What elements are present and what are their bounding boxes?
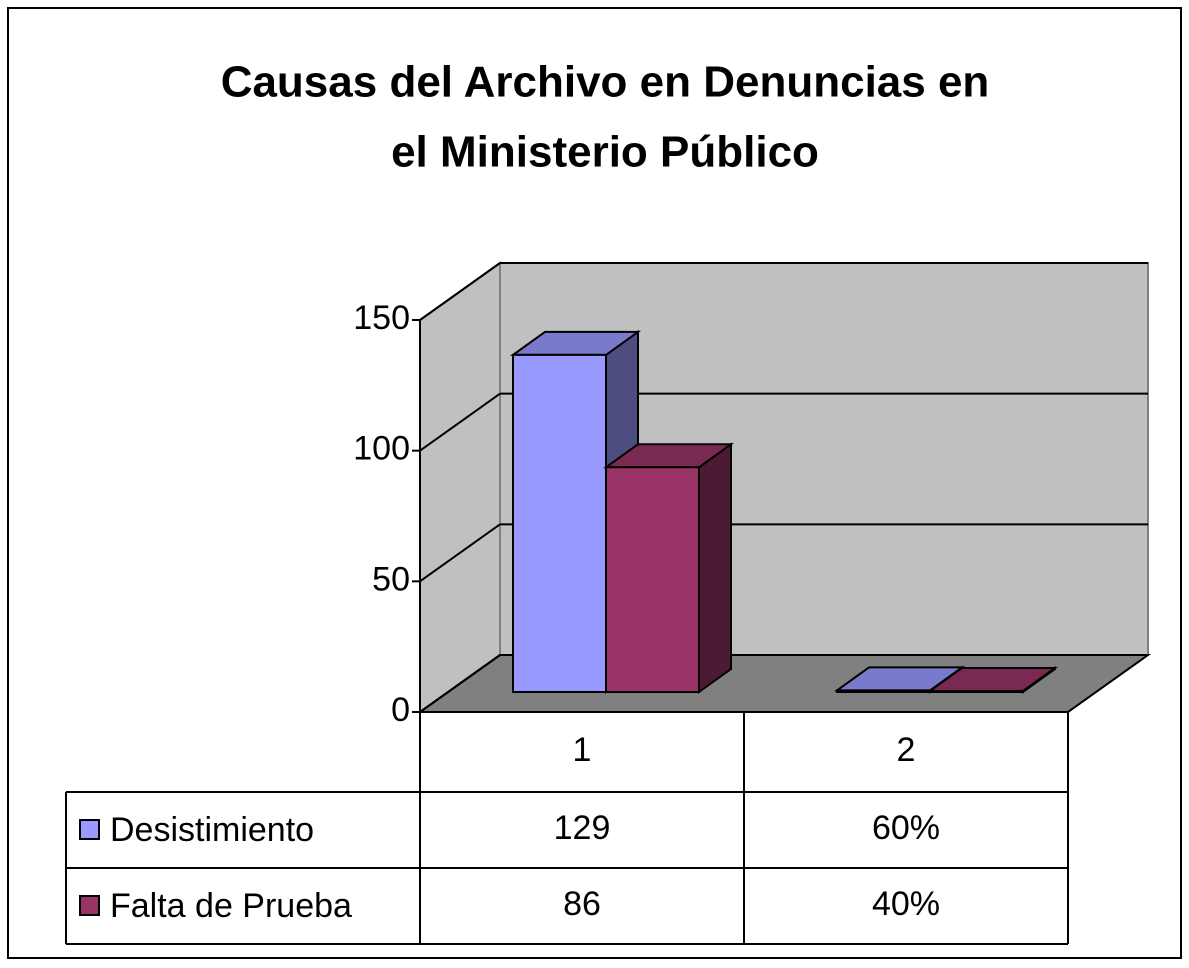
chart-title: el Ministerio Público <box>391 128 819 177</box>
legend-key <box>79 895 100 916</box>
y-tick-label: 50 <box>372 560 410 598</box>
x-tick-label: 2 <box>897 731 916 769</box>
y-tick-label: 0 <box>391 691 410 729</box>
bar-front <box>605 466 700 693</box>
table-value: 129 <box>554 809 611 847</box>
bar-front <box>836 689 931 694</box>
bar <box>926 666 1059 694</box>
grid-line <box>419 523 501 583</box>
table-value: 60% <box>872 809 940 847</box>
table-value: 86 <box>563 885 601 923</box>
bar-front <box>929 689 1024 693</box>
legend-key <box>79 819 100 840</box>
y-tick-label: 100 <box>353 430 410 468</box>
x-tick-label: 1 <box>573 731 592 769</box>
table-value: 40% <box>872 885 940 923</box>
y-tick-label: 150 <box>353 299 410 337</box>
legend-label: Falta de Prueba <box>110 887 352 925</box>
bar-front <box>512 353 607 693</box>
bar-side <box>698 442 732 694</box>
grid-line <box>419 654 501 713</box>
bar <box>602 442 735 694</box>
legend-label: Desistimiento <box>110 811 314 849</box>
chart-title: Causas del Archivo en Denuncias en <box>221 58 990 107</box>
grid-line <box>419 392 501 452</box>
side-wall <box>419 261 501 714</box>
grid-line <box>419 262 501 321</box>
